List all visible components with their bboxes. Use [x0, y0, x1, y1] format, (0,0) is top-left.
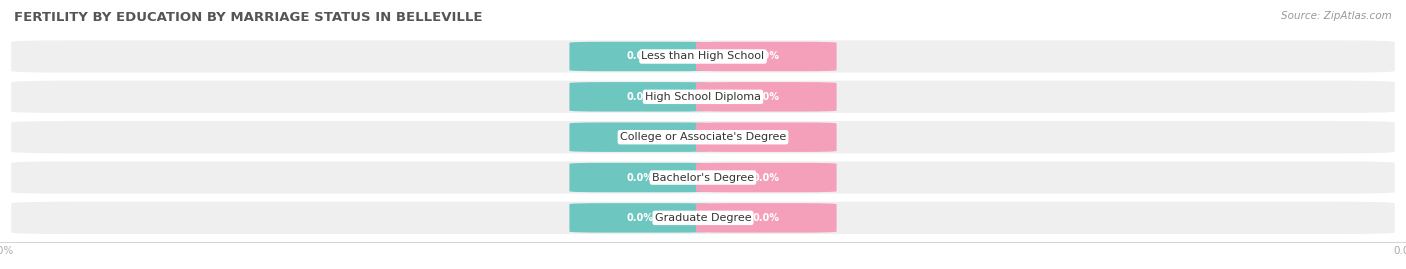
Text: 0.0%: 0.0% — [752, 132, 780, 142]
FancyBboxPatch shape — [569, 82, 710, 112]
Text: Less than High School: Less than High School — [641, 51, 765, 62]
Text: 0.0%: 0.0% — [626, 172, 654, 183]
Text: High School Diploma: High School Diploma — [645, 92, 761, 102]
Text: 0.0%: 0.0% — [752, 92, 780, 102]
FancyBboxPatch shape — [696, 203, 837, 233]
FancyBboxPatch shape — [569, 42, 710, 71]
Text: 0.0%: 0.0% — [752, 172, 780, 183]
Text: Graduate Degree: Graduate Degree — [655, 213, 751, 223]
Text: 0.0%: 0.0% — [626, 92, 654, 102]
FancyBboxPatch shape — [696, 122, 837, 152]
FancyBboxPatch shape — [569, 203, 710, 233]
FancyBboxPatch shape — [11, 121, 1395, 153]
Text: 0.0%: 0.0% — [626, 132, 654, 142]
Text: College or Associate's Degree: College or Associate's Degree — [620, 132, 786, 142]
Text: 0.0%: 0.0% — [752, 51, 780, 62]
FancyBboxPatch shape — [11, 81, 1395, 113]
Text: Source: ZipAtlas.com: Source: ZipAtlas.com — [1281, 11, 1392, 21]
FancyBboxPatch shape — [11, 202, 1395, 234]
FancyBboxPatch shape — [569, 122, 710, 152]
Text: Bachelor's Degree: Bachelor's Degree — [652, 172, 754, 183]
Text: 0.0%: 0.0% — [626, 213, 654, 223]
FancyBboxPatch shape — [569, 163, 710, 192]
Text: 0.0%: 0.0% — [626, 51, 654, 62]
FancyBboxPatch shape — [696, 82, 837, 112]
Text: 0.0%: 0.0% — [752, 213, 780, 223]
Text: FERTILITY BY EDUCATION BY MARRIAGE STATUS IN BELLEVILLE: FERTILITY BY EDUCATION BY MARRIAGE STATU… — [14, 11, 482, 24]
FancyBboxPatch shape — [696, 163, 837, 192]
FancyBboxPatch shape — [11, 161, 1395, 194]
FancyBboxPatch shape — [696, 42, 837, 71]
FancyBboxPatch shape — [11, 40, 1395, 73]
